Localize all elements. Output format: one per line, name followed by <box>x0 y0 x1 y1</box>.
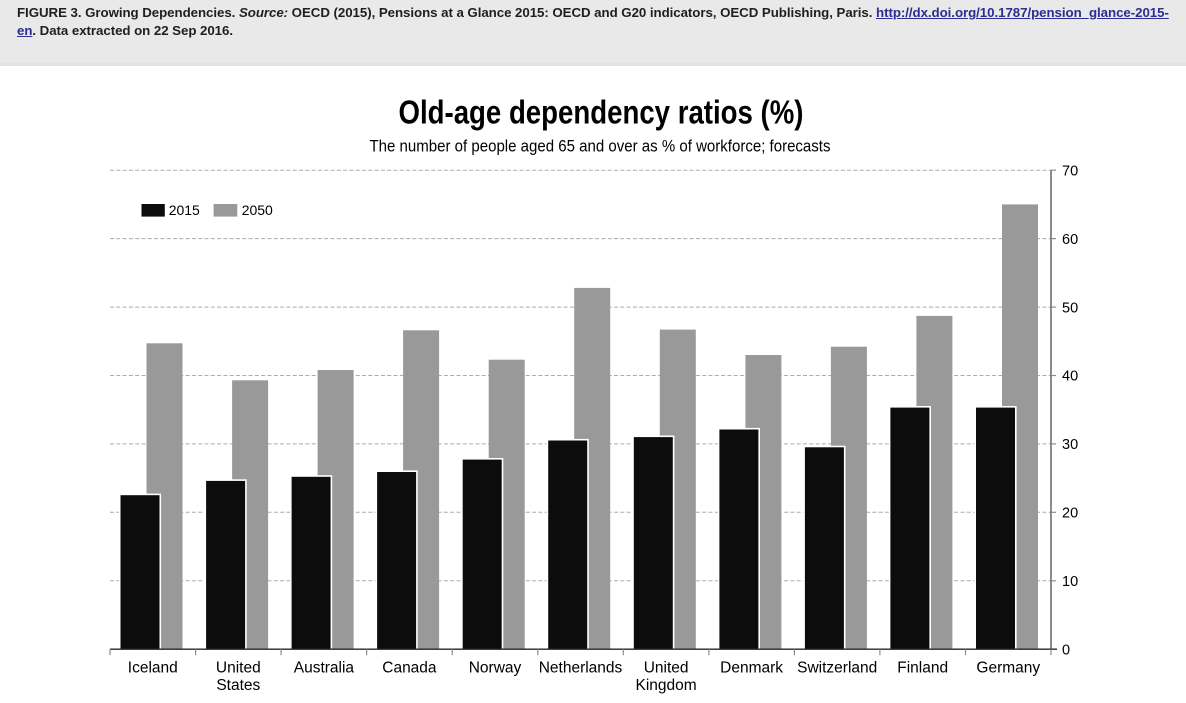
svg-text:United: United <box>644 660 689 677</box>
svg-text:Denmark: Denmark <box>720 660 783 677</box>
svg-text:Germany: Germany <box>976 660 1040 677</box>
svg-text:60: 60 <box>1062 232 1078 248</box>
svg-text:Norway: Norway <box>469 660 522 677</box>
svg-text:Kingdom: Kingdom <box>636 677 697 694</box>
svg-text:40: 40 <box>1062 369 1078 385</box>
svg-text:United: United <box>216 660 261 677</box>
svg-text:10: 10 <box>1062 574 1078 590</box>
svg-text:Finland: Finland <box>897 660 948 677</box>
svg-text:The number of people aged 65 a: The number of people aged 65 and over as… <box>370 137 831 156</box>
svg-text:20: 20 <box>1062 506 1078 522</box>
svg-text:2050: 2050 <box>242 202 273 218</box>
svg-text:Netherlands: Netherlands <box>539 660 623 677</box>
svg-text:2015: 2015 <box>169 202 200 218</box>
svg-text:30: 30 <box>1062 437 1078 453</box>
svg-text:70: 70 <box>1062 163 1078 179</box>
svg-text:Old-age dependency ratios (%): Old-age dependency ratios (%) <box>399 94 804 131</box>
svg-text:Canada: Canada <box>382 660 437 677</box>
svg-text:Iceland: Iceland <box>128 660 178 677</box>
svg-text:States: States <box>216 677 260 694</box>
svg-text:0: 0 <box>1062 642 1070 658</box>
svg-text:Switzerland: Switzerland <box>797 660 877 677</box>
svg-text:Australia: Australia <box>294 660 355 677</box>
svg-text:50: 50 <box>1062 300 1078 316</box>
